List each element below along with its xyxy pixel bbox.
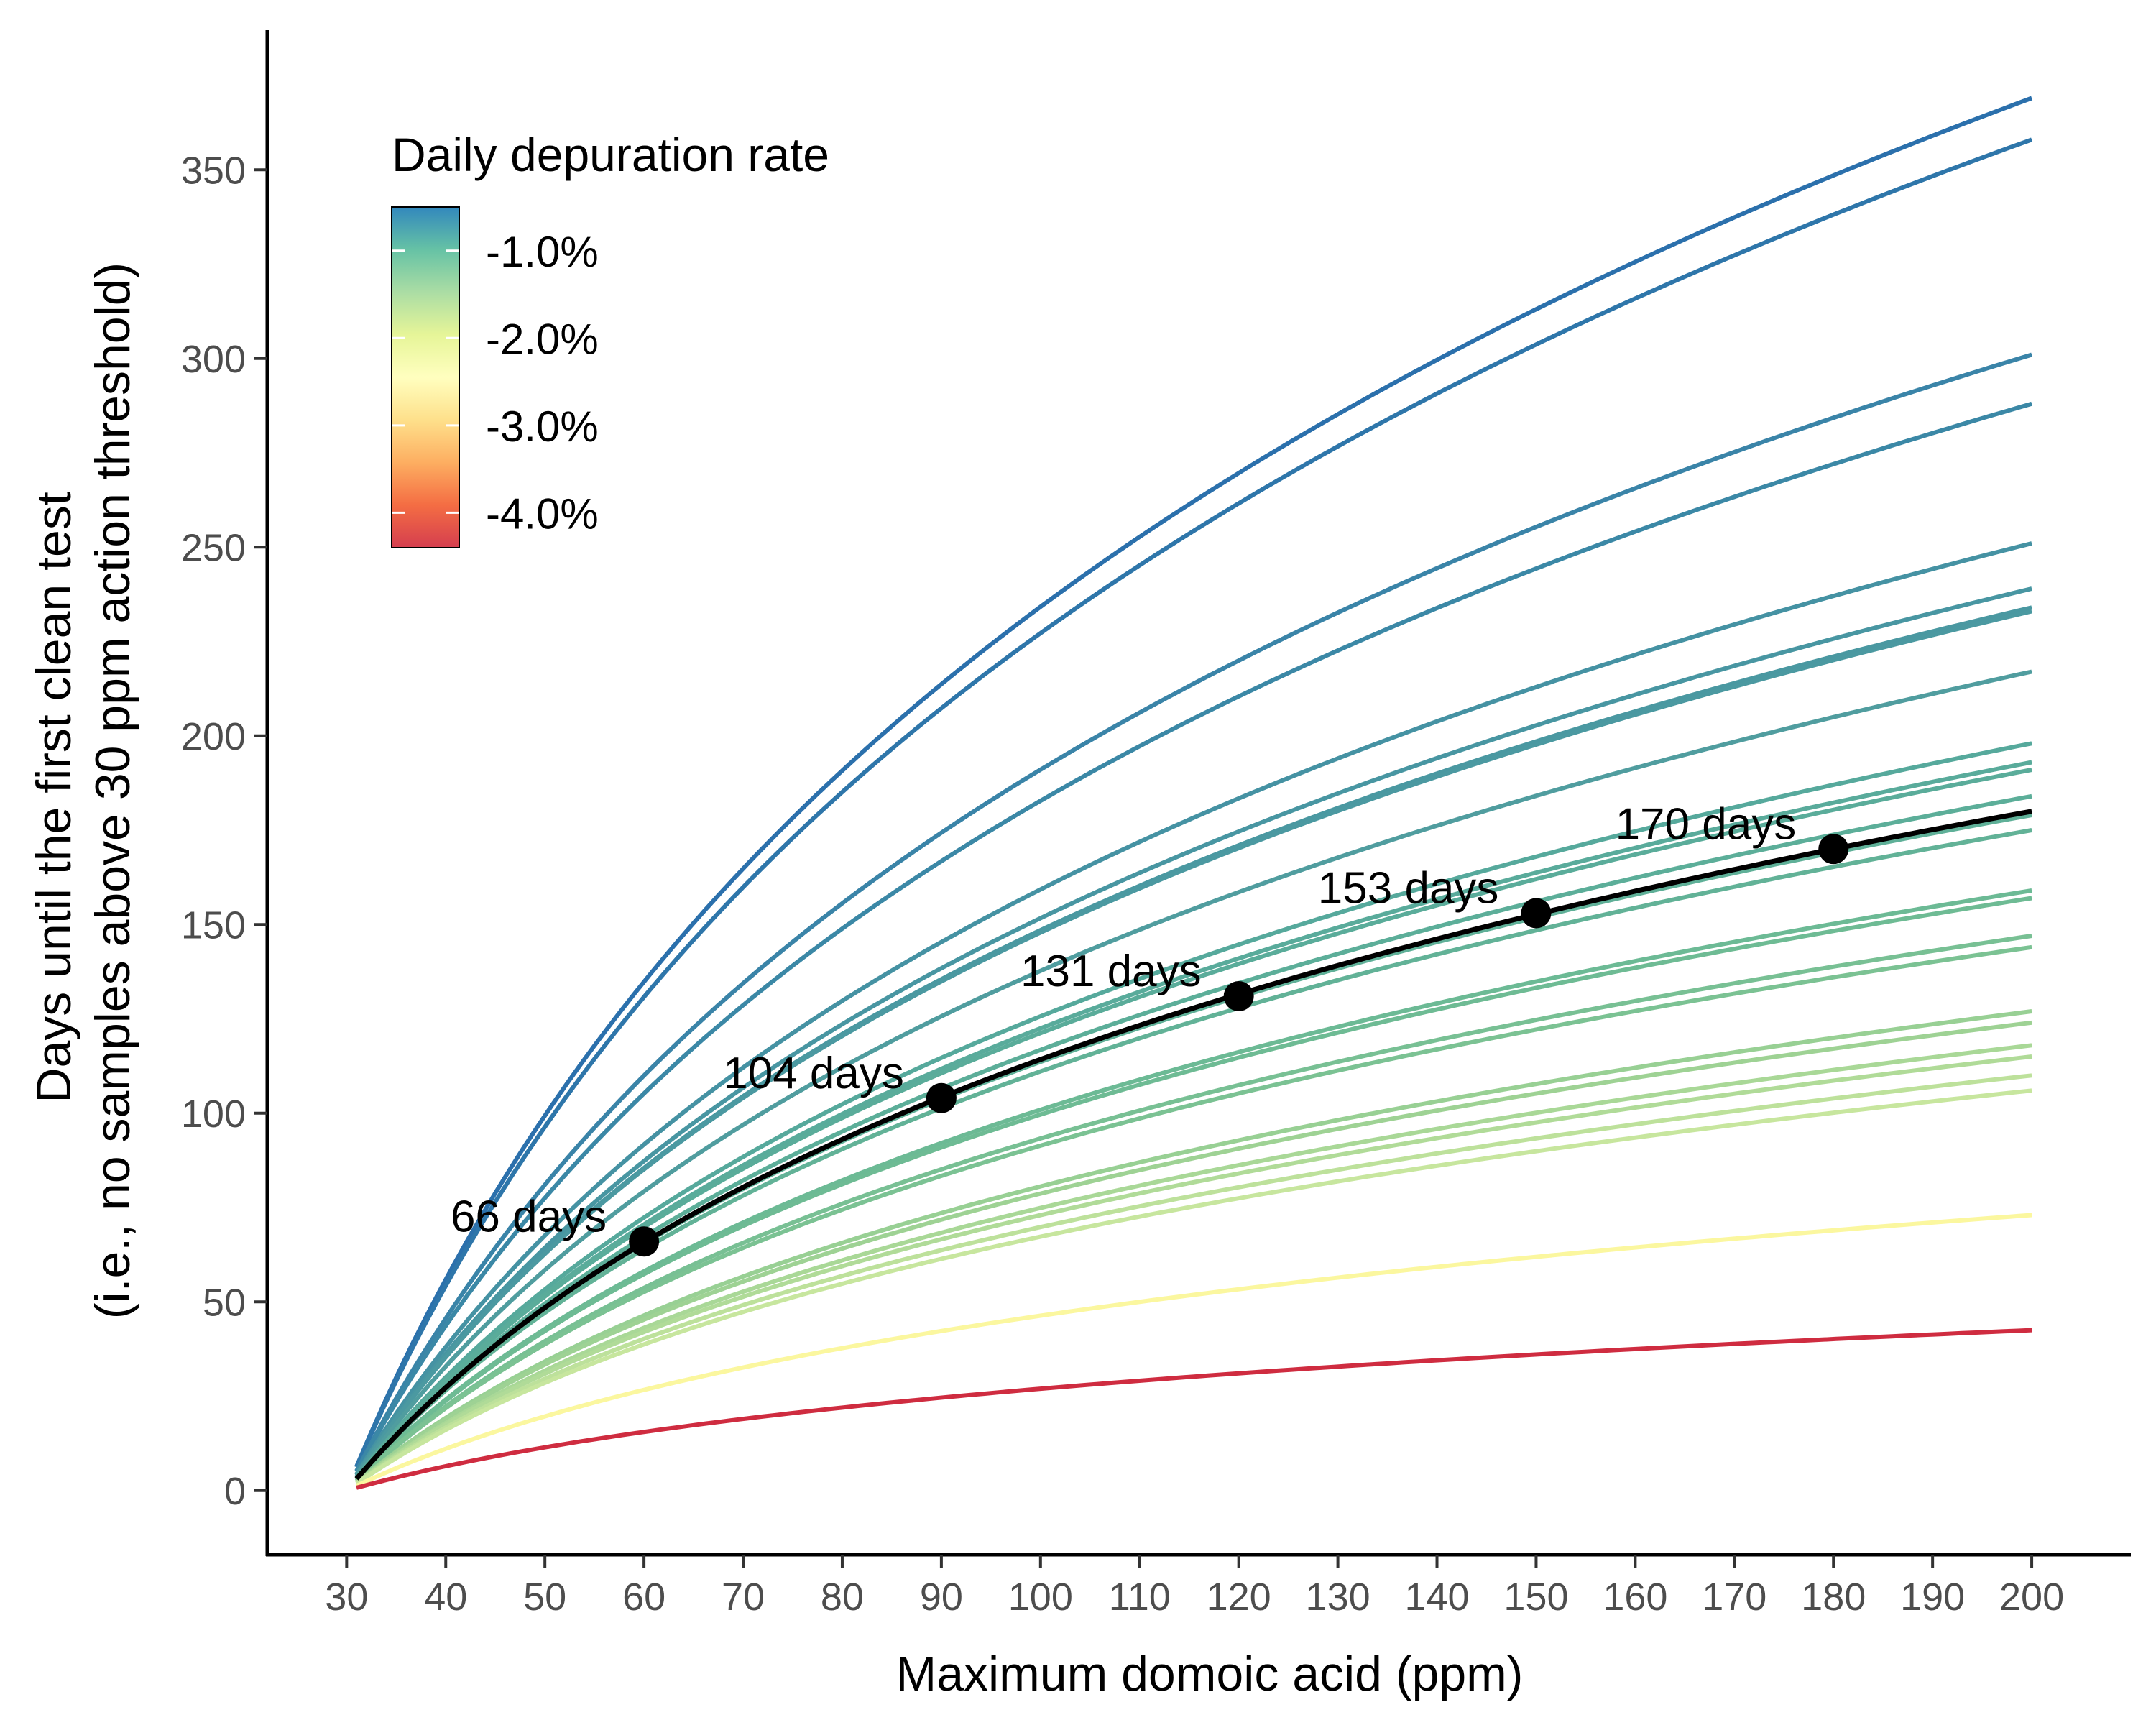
series-line-26 [355, 1213, 2032, 1488]
y-axis-title-line-1: Days until the first clean test [27, 492, 81, 1103]
y-tick-label: 250 [181, 526, 246, 569]
x-tick-label: 170 [1702, 1576, 1766, 1619]
x-tick-label: 60 [622, 1576, 665, 1619]
series-line-16 [354, 888, 2032, 1482]
legend-title: Daily depuration rate [392, 128, 829, 181]
y-tick-label: 200 [181, 715, 246, 758]
series-line-8 [354, 609, 2032, 1477]
series-line-22 [355, 1043, 2032, 1485]
x-tick-label: 40 [424, 1576, 467, 1619]
series-line-24 [355, 1073, 2032, 1486]
series-line-21 [355, 1020, 2032, 1484]
series-line-3 [354, 352, 2032, 1472]
x-tick-label: 50 [523, 1576, 566, 1619]
highlight-point-3 [1223, 981, 1254, 1011]
y-axis-title: Days until the first clean test (i.e., n… [27, 262, 140, 1319]
y-tick-label: 300 [181, 338, 246, 381]
x-tick-label: 100 [1008, 1576, 1073, 1619]
x-ticks: 30 40 50 60 70 80 90 100 110 120 130 140 150 160 170 18… [325, 1555, 2064, 1619]
x-tick-label: 190 [1900, 1576, 1965, 1619]
series-line-9 [354, 669, 2032, 1478]
series-layer [354, 96, 2033, 1490]
y-tick-label: 350 [181, 149, 246, 192]
point-label-3: 131 days [1021, 947, 1202, 996]
point-label-2: 104 days [723, 1049, 904, 1098]
point-label-5: 170 days [1616, 799, 1797, 849]
highlight-point-2 [926, 1082, 957, 1113]
series-line-1 [354, 96, 2033, 1468]
y-ticks: 0 50 100 150 200 250 300 350 [181, 149, 267, 1513]
x-tick-label: 150 [1503, 1576, 1568, 1619]
y-axis-title-line-2: (i.e., no samples above 30 ppm action th… [86, 262, 140, 1319]
x-tick-label: 120 [1207, 1576, 1271, 1619]
x-tick-label: 200 [1999, 1576, 2064, 1619]
legend-colorbar-frame [391, 206, 460, 548]
legend-label: -4.0% [486, 489, 599, 538]
series-line-23 [355, 1054, 2032, 1485]
highlight-point-4 [1521, 898, 1552, 929]
series-line-4 [354, 401, 2032, 1473]
y-tick-label: 100 [181, 1092, 246, 1136]
x-tick-label: 90 [920, 1576, 963, 1619]
series-line-10 [354, 741, 2032, 1479]
highlight-layer: 66 days 104 days 131 days 153 days 170 days [354, 799, 2032, 1481]
series-line-27 [356, 1328, 2032, 1490]
x-tick-label: 180 [1801, 1576, 1866, 1619]
point-label-1: 66 days [451, 1192, 607, 1241]
legend-label: -2.0% [486, 315, 599, 363]
point-label-4: 153 days [1318, 864, 1499, 914]
series-line-19 [355, 944, 2032, 1483]
x-tick-label: 160 [1603, 1576, 1667, 1619]
legend-label: -3.0% [486, 402, 599, 451]
x-tick-label: 80 [821, 1576, 864, 1619]
highlight-point-5 [1818, 834, 1849, 865]
series-line-17 [354, 896, 2032, 1482]
series-line-18 [355, 934, 2032, 1483]
series-line-20 [355, 1009, 2032, 1484]
legend-ticks: -1.0% -2.0% -3.0% -4.0% [391, 206, 599, 548]
y-tick-label: 150 [181, 903, 246, 947]
y-tick-label: 50 [203, 1281, 246, 1324]
x-tick-label: 30 [325, 1576, 368, 1619]
legend-colorbar [392, 207, 459, 548]
x-tick-label: 110 [1109, 1576, 1171, 1619]
x-tick-label: 140 [1404, 1576, 1469, 1619]
x-tick-label: 130 [1306, 1576, 1370, 1619]
series-line-5 [354, 541, 2032, 1476]
x-tick-label: 70 [722, 1576, 765, 1619]
y-tick-label: 0 [224, 1470, 246, 1513]
highlight-point-1 [629, 1226, 660, 1257]
series-line-2 [354, 137, 2033, 1468]
legend-label: -1.0% [486, 228, 599, 276]
series-line-25 [355, 1088, 2032, 1486]
x-axis-title: Maximum domoic acid (ppm) [896, 1647, 1524, 1701]
legend: Daily depuration rate -1.0% -2.0% -3.0% -4.… [391, 128, 829, 548]
series-line-6 [354, 586, 2032, 1476]
